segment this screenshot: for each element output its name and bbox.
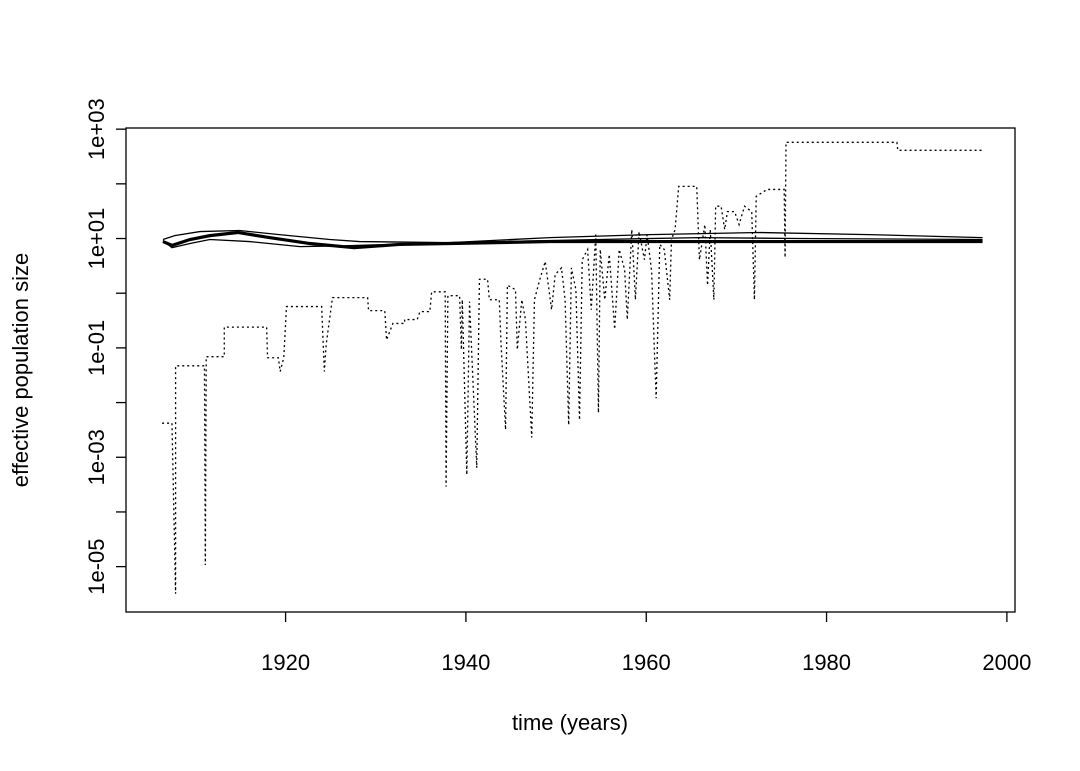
y-axis-label: effective population size <box>8 253 33 487</box>
x-tick-label: 1920 <box>261 650 310 675</box>
x-tick-label: 2000 <box>982 650 1031 675</box>
y-tick-label: 1e+03 <box>84 98 109 160</box>
x-tick-label: 1940 <box>441 650 490 675</box>
series-line <box>162 141 983 594</box>
plot-frame <box>125 127 1016 613</box>
x-axis-label: time (years) <box>512 710 628 735</box>
series-line <box>162 229 983 244</box>
series-line <box>162 230 983 250</box>
x-tick-label: 1960 <box>622 650 671 675</box>
x-tick-label: 1980 <box>802 650 851 675</box>
series-line <box>162 236 983 249</box>
y-tick-label: 1e-03 <box>84 429 109 485</box>
y-tick-label: 1e+01 <box>84 208 109 270</box>
y-tick-label: 1e-05 <box>84 538 109 594</box>
y-tick-label: 1e-01 <box>84 320 109 376</box>
